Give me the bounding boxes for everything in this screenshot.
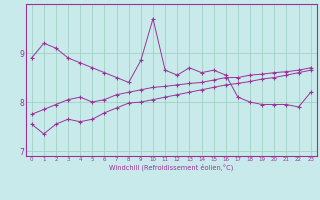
X-axis label: Windchill (Refroidissement éolien,°C): Windchill (Refroidissement éolien,°C) [109, 164, 233, 171]
